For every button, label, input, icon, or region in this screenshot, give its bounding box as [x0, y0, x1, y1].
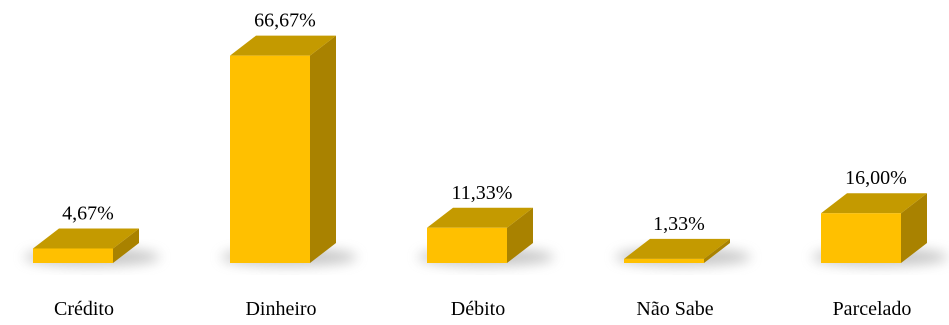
bar-front-parcelado: [821, 213, 901, 263]
bar-credito: [33, 228, 139, 263]
bar-side-dinheiro: [310, 35, 336, 264]
category-label-parcelado: Parcelado: [833, 298, 912, 320]
bar-top-dinheiro: [230, 35, 336, 56]
data-label-parcelado: 16,00%: [845, 167, 907, 189]
data-label-nao-sabe: 1,33%: [653, 213, 705, 235]
bar-front-nao-sabe: [624, 258, 704, 263]
data-label-debito: 11,33%: [452, 182, 513, 204]
bar-side-credito: [113, 228, 139, 263]
bar-nao-sabe: [624, 238, 730, 263]
bar-side-nao-sabe: [704, 238, 730, 263]
bar-front-credito: [33, 248, 113, 263]
bar-front-debito: [427, 227, 507, 263]
data-label-dinheiro: 66,67%: [254, 10, 316, 32]
category-label-credito: Crédito: [54, 298, 114, 320]
bar-side-parcelado: [901, 193, 927, 263]
bar-top-nao-sabe: [624, 238, 730, 259]
data-label-credito: 4,67%: [62, 202, 114, 224]
bar-dinheiro: [230, 35, 336, 264]
category-labels: Crédito Dinheiro Débito Não Sabe Parcelado: [54, 298, 911, 320]
data-labels: 4,67% 66,67% 11,33% 1,33% 16,00%: [62, 10, 907, 235]
bar-side-debito: [507, 207, 533, 263]
bar-top-debito: [427, 207, 533, 228]
bars: [33, 35, 927, 264]
category-label-debito: Débito: [451, 298, 505, 320]
category-label-nao-sabe: Não Sabe: [636, 298, 713, 320]
bar-top-credito: [33, 228, 139, 249]
bar-debito: [427, 207, 533, 263]
bar-parcelado: [821, 193, 927, 263]
bar-top-parcelado: [821, 193, 927, 214]
category-label-dinheiro: Dinheiro: [245, 298, 316, 320]
bar-front-dinheiro: [230, 55, 310, 264]
